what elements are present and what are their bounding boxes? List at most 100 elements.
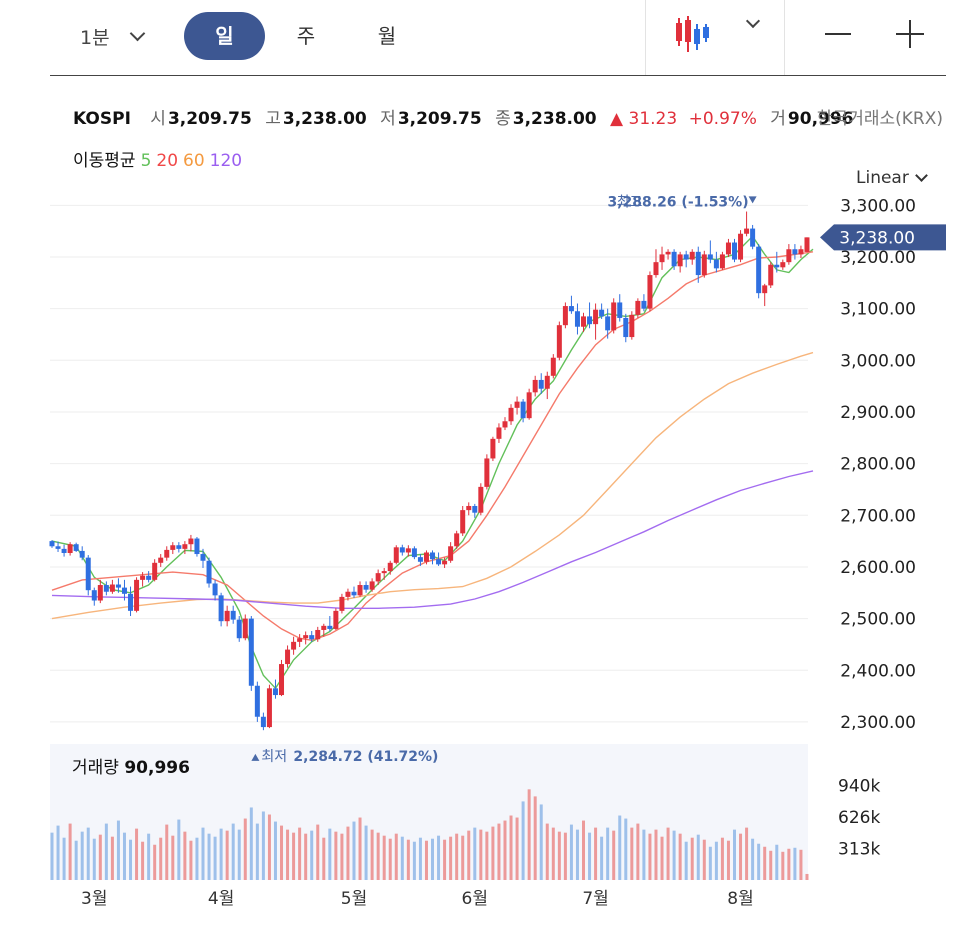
candle-body bbox=[568, 306, 574, 312]
candle-body bbox=[689, 251, 695, 260]
moving-average-line-20 bbox=[51, 251, 814, 642]
candle-body bbox=[683, 254, 689, 260]
scale-select[interactable]: Linear bbox=[856, 168, 928, 188]
candle-body bbox=[200, 554, 206, 561]
price-tick-label: 2,600.00 bbox=[840, 558, 916, 578]
volume-bar bbox=[563, 832, 567, 880]
candle-body bbox=[285, 649, 291, 665]
volume-bar bbox=[793, 847, 797, 880]
candle-body bbox=[756, 246, 762, 294]
candle-body bbox=[454, 533, 460, 547]
change-value: ▲ 31.23 bbox=[610, 109, 678, 129]
volume-bar bbox=[479, 829, 483, 880]
volume-bar bbox=[443, 839, 447, 880]
candle-body bbox=[97, 585, 103, 601]
volume-bar bbox=[690, 837, 694, 880]
price-tick-label: 2,800.00 bbox=[840, 455, 916, 475]
volume-bar bbox=[503, 820, 507, 880]
volume-panel bbox=[50, 744, 808, 880]
volume-bar bbox=[92, 838, 96, 880]
candle-body bbox=[417, 557, 423, 562]
volume-bar bbox=[515, 817, 519, 880]
volume-legend: 거래량 90,996 bbox=[72, 753, 190, 778]
candle-body bbox=[85, 557, 91, 591]
price-tick-label: 2,900.00 bbox=[840, 403, 916, 423]
zoom-out-icon[interactable] bbox=[825, 33, 851, 35]
candle-body bbox=[713, 259, 719, 269]
moving-average-line-5 bbox=[51, 235, 814, 690]
volume-bar bbox=[304, 833, 308, 880]
volume-bar bbox=[431, 838, 435, 880]
candle-body bbox=[146, 575, 152, 580]
candle-body bbox=[279, 664, 285, 696]
tab-weekly[interactable]: 주 bbox=[296, 24, 316, 48]
volume-bar bbox=[122, 832, 126, 880]
candle-body bbox=[411, 548, 417, 558]
candle-body bbox=[128, 593, 134, 611]
candle-body bbox=[55, 546, 61, 549]
high-annotation-label: 최고 bbox=[617, 194, 643, 210]
candle-body bbox=[629, 314, 635, 338]
candle-body bbox=[91, 590, 97, 601]
candle-body bbox=[804, 237, 810, 252]
candle-body bbox=[605, 316, 611, 331]
volume-bar bbox=[636, 823, 640, 880]
volume-bar bbox=[449, 836, 453, 880]
zoom-in-icon[interactable] bbox=[896, 20, 924, 48]
volume-bar bbox=[201, 827, 205, 880]
volume-bar bbox=[539, 804, 543, 880]
volume-bar bbox=[418, 837, 422, 880]
candle-body bbox=[121, 587, 127, 594]
candle-body bbox=[762, 285, 768, 294]
open-label: 시 bbox=[150, 109, 166, 129]
tab-daily[interactable]: 일 bbox=[184, 12, 265, 60]
candle-body bbox=[574, 311, 580, 327]
volume-bar bbox=[116, 820, 120, 880]
price-tick-label: 3,300.00 bbox=[840, 196, 916, 216]
volume-legend-label: 거래량 bbox=[72, 758, 119, 778]
candle-body bbox=[79, 550, 85, 558]
candle-body bbox=[140, 575, 146, 580]
candle-body bbox=[327, 625, 333, 629]
ma-legend-60: 60 bbox=[183, 151, 205, 171]
candle-body bbox=[291, 641, 297, 650]
volume-bar bbox=[497, 823, 501, 880]
candle-body bbox=[538, 379, 544, 389]
candlestick-icon[interactable] bbox=[672, 14, 717, 54]
volume-bar bbox=[527, 789, 531, 880]
volume-bar bbox=[364, 825, 368, 880]
candle-body bbox=[695, 251, 701, 276]
volume-bar bbox=[267, 814, 271, 880]
low-annotation-label: 최저 bbox=[261, 749, 287, 765]
candle-body bbox=[309, 635, 315, 640]
candle-body bbox=[333, 610, 339, 629]
x-tick-label: 6월 bbox=[462, 889, 488, 909]
volume-bar bbox=[219, 828, 223, 880]
tab-monthly[interactable]: 월 bbox=[377, 24, 397, 48]
volume-bar bbox=[50, 832, 54, 880]
volume-bar bbox=[491, 826, 495, 880]
volume-bar bbox=[624, 818, 628, 880]
high-label: 고 bbox=[265, 109, 281, 129]
candle-body bbox=[236, 619, 242, 639]
volume-bar bbox=[455, 833, 459, 880]
candle-body bbox=[134, 579, 140, 611]
volume-bar bbox=[68, 823, 72, 880]
volume-bar bbox=[141, 841, 145, 880]
volume-bar bbox=[261, 811, 265, 880]
candle-body bbox=[556, 325, 562, 358]
volume-bar bbox=[352, 821, 356, 880]
x-tick-label: 7월 bbox=[582, 889, 608, 909]
volume-bar bbox=[485, 831, 489, 880]
toolbar-divider bbox=[645, 0, 646, 76]
candle-body bbox=[460, 510, 466, 534]
candle-body bbox=[230, 610, 236, 620]
volume-bar bbox=[80, 831, 84, 880]
toolbar-divider bbox=[784, 0, 785, 76]
interval-select[interactable]: 1분 bbox=[80, 18, 145, 54]
volume-bar bbox=[183, 831, 187, 880]
volume-bar bbox=[129, 839, 133, 880]
candle-body bbox=[109, 584, 115, 592]
toolbar-divider-line bbox=[50, 75, 946, 76]
